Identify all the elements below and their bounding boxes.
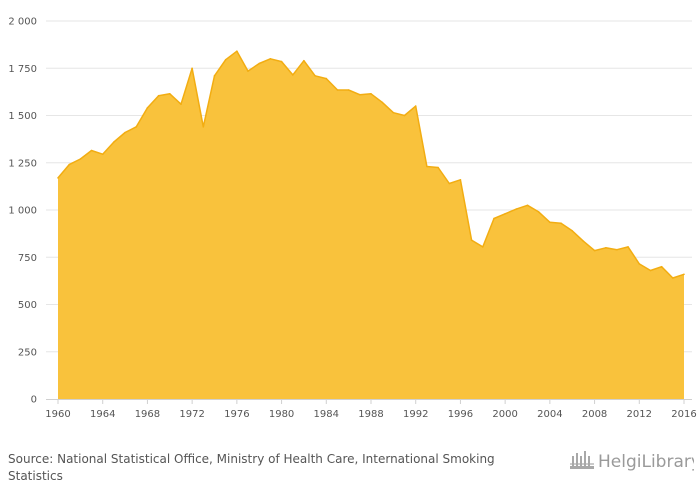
data-point [101, 153, 104, 155]
data-point [683, 273, 685, 276]
chart: 0 250 500 750 1 000 1 250 1 500 1 750 2 000 1960… [8, 17, 697, 421]
data-point [638, 263, 641, 265]
data-point [292, 74, 294, 76]
x-tick-label: 1968 [135, 409, 160, 420]
y-tick-label: 1 500 [8, 111, 37, 122]
data-point [280, 60, 283, 63]
data-point [426, 165, 428, 168]
data-point [504, 213, 506, 215]
data-point [582, 240, 585, 242]
source-label: Source: [8, 452, 54, 466]
x-tick-label: 1984 [314, 409, 339, 420]
data-point [247, 70, 249, 72]
x-tick-label: 1980 [269, 409, 294, 420]
x-tick-label: 1960 [45, 409, 70, 420]
data-point [303, 59, 305, 62]
y-tick-label: 500 [18, 300, 37, 311]
data-point [191, 67, 193, 70]
data-point [470, 239, 473, 241]
area-series [57, 50, 685, 399]
source-text: National Statistical Office, Ministry of… [8, 452, 495, 483]
data-point [157, 94, 160, 97]
data-point [571, 230, 573, 232]
data-point [392, 111, 395, 114]
data-point [403, 114, 406, 117]
data-point [605, 247, 607, 249]
data-point [437, 166, 439, 169]
data-point [549, 221, 551, 224]
area-fill [58, 51, 684, 399]
data-point [593, 249, 596, 252]
x-tick-label: 1972 [179, 409, 204, 420]
data-point [370, 93, 372, 95]
data-point [336, 89, 339, 91]
data-point [649, 269, 652, 272]
data-point [448, 182, 451, 185]
data-point [224, 58, 227, 61]
x-tick-label: 2016 [671, 409, 696, 420]
data-point [515, 208, 518, 210]
data-point [180, 103, 182, 105]
y-tick-label: 1 000 [8, 206, 37, 217]
data-point [79, 158, 82, 160]
data-point [482, 246, 484, 248]
x-tick-label: 1976 [224, 409, 249, 420]
y-tick-label: 2 000 [8, 17, 37, 28]
data-point [90, 149, 93, 152]
data-point [660, 265, 663, 268]
data-point [347, 89, 350, 91]
y-tick-label: 250 [18, 347, 37, 358]
helgilibrary-logo: HelgiLibrary [570, 451, 694, 472]
x-tick-label: 1996 [448, 409, 473, 420]
data-point [325, 77, 328, 80]
x-tick-label: 2008 [582, 409, 607, 420]
data-point [493, 217, 495, 220]
data-point [57, 177, 59, 179]
data-point [269, 58, 272, 60]
library-building-icon [570, 451, 594, 469]
y-tick-label: 0 [31, 395, 37, 406]
x-tick-label: 2004 [537, 409, 562, 420]
x-tick-label: 1988 [358, 409, 383, 420]
data-point [414, 105, 417, 107]
data-point [537, 211, 540, 213]
y-tick-label: 1 750 [8, 64, 37, 75]
data-point [68, 163, 70, 166]
data-point [146, 107, 149, 109]
data-point [258, 62, 261, 65]
data-point [459, 179, 462, 181]
data-point [113, 141, 115, 143]
data-point [124, 131, 126, 134]
data-point [169, 93, 171, 95]
x-tick-label: 2000 [492, 409, 517, 420]
x-tick-label: 1992 [403, 409, 428, 420]
data-point [213, 75, 216, 77]
x-axis: 1960 1964 1968 1972 1976 1980 1984 1988 1992 1996… [45, 399, 697, 420]
data-point [616, 248, 618, 251]
data-point [560, 222, 562, 224]
x-tick-label: 2012 [627, 409, 652, 420]
source-note: Source: National Statistical Office, Min… [8, 451, 548, 485]
data-point [314, 75, 316, 77]
y-axis: 0 250 500 750 1 000 1 250 1 500 1 750 2 000 [8, 17, 37, 406]
logo-text: HelgiLibrary [598, 452, 694, 472]
data-point [672, 277, 674, 279]
data-point [236, 50, 238, 52]
x-tick-label: 1964 [90, 409, 115, 420]
y-tick-label: 750 [18, 253, 37, 264]
data-point [381, 101, 384, 104]
data-point [526, 204, 529, 207]
data-point [135, 126, 138, 128]
data-point [202, 126, 205, 128]
y-tick-label: 1 250 [8, 158, 37, 169]
data-point [627, 246, 629, 248]
data-point [359, 93, 361, 96]
